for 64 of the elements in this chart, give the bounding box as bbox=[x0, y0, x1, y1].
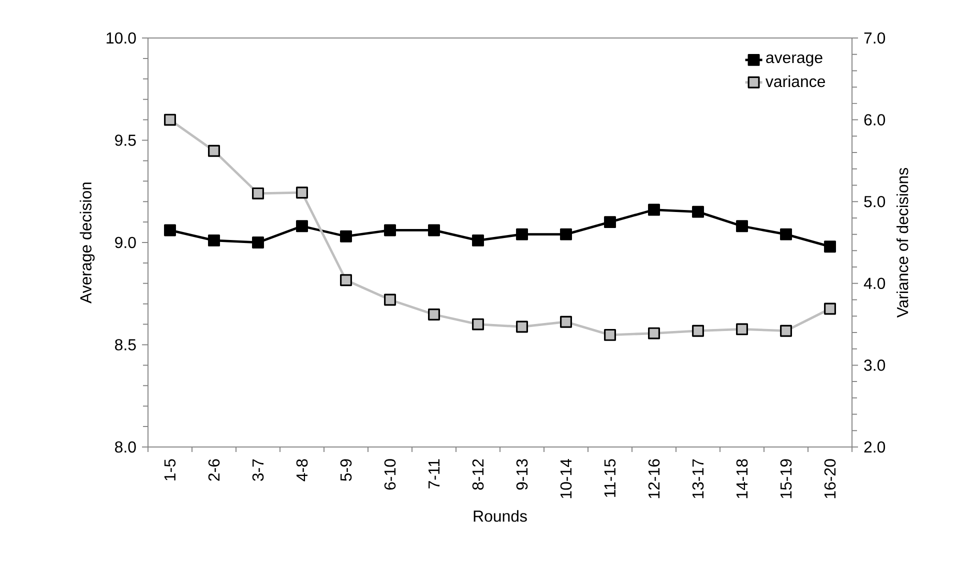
point bbox=[824, 302, 836, 315]
point bbox=[648, 327, 660, 340]
point bbox=[428, 308, 440, 320]
y2-tick-label: 7.0 bbox=[864, 32, 886, 44]
point bbox=[780, 228, 792, 240]
y-tick-label: 8.5 bbox=[115, 339, 136, 350]
point bbox=[340, 274, 352, 286]
point bbox=[516, 228, 528, 240]
y-tick-label: 8.0 bbox=[115, 441, 136, 453]
point bbox=[516, 320, 528, 333]
x-tick-label: 3-7 bbox=[252, 459, 264, 481]
y2-tick-label: 5.0 bbox=[864, 196, 886, 208]
y2-tick-label: 4.0 bbox=[864, 278, 886, 290]
point bbox=[164, 114, 176, 126]
point bbox=[208, 234, 220, 246]
x-tick-label: 13-17 bbox=[692, 459, 704, 498]
x-tick-label: 15-19 bbox=[780, 459, 792, 498]
x-tick-label: 11-15 bbox=[604, 459, 616, 497]
x-tick-label: 12-16 bbox=[648, 459, 660, 498]
point bbox=[252, 236, 264, 248]
point bbox=[604, 216, 616, 228]
x-tick-label: 14-18 bbox=[736, 459, 748, 498]
legend-label: variance bbox=[766, 75, 825, 88]
y-tick-label: 9.5 bbox=[115, 134, 136, 146]
x-axis-title: Rounds bbox=[474, 510, 527, 522]
y-tick-label: 9.0 bbox=[115, 236, 136, 248]
y2-tick-label: 6.0 bbox=[864, 114, 886, 126]
x-tick-label: 8-12 bbox=[472, 459, 484, 490]
point bbox=[384, 294, 396, 306]
legend-label: average bbox=[766, 54, 822, 66]
point bbox=[472, 318, 484, 330]
point bbox=[428, 224, 440, 236]
point bbox=[736, 220, 748, 232]
y-axis-title: Average decision bbox=[80, 182, 95, 304]
point bbox=[736, 323, 748, 336]
y2-axis-title: Variance of decisions bbox=[896, 168, 908, 318]
point bbox=[296, 186, 308, 199]
point bbox=[208, 144, 220, 157]
point bbox=[604, 328, 616, 341]
point bbox=[296, 220, 308, 232]
point bbox=[560, 316, 572, 328]
point bbox=[824, 240, 836, 253]
point bbox=[252, 187, 264, 200]
x-tick-label: 7-11 bbox=[428, 459, 440, 488]
point bbox=[648, 204, 660, 216]
x-tick-label: 4-8 bbox=[296, 459, 308, 482]
x-tick-label: 5-9 bbox=[340, 459, 352, 481]
x-tick-label: 2-6 bbox=[208, 459, 220, 481]
point bbox=[340, 230, 352, 242]
point bbox=[164, 224, 176, 236]
x-tick-label: 1-5 bbox=[164, 459, 176, 480]
point bbox=[692, 324, 704, 337]
y-tick-label: 10.0 bbox=[106, 32, 136, 44]
y2-tick-label: 3.0 bbox=[864, 360, 886, 371]
y2-tick-label: 2.0 bbox=[864, 441, 886, 453]
point bbox=[692, 206, 704, 218]
point bbox=[384, 224, 396, 236]
x-tick-label: 9-13 bbox=[516, 459, 528, 490]
point bbox=[472, 234, 484, 246]
x-tick-label: 16-20 bbox=[824, 459, 836, 498]
x-tick-label: 6-10 bbox=[384, 459, 396, 490]
point bbox=[560, 228, 572, 240]
x-tick-label: 10-14 bbox=[560, 458, 572, 498]
point bbox=[780, 324, 792, 337]
